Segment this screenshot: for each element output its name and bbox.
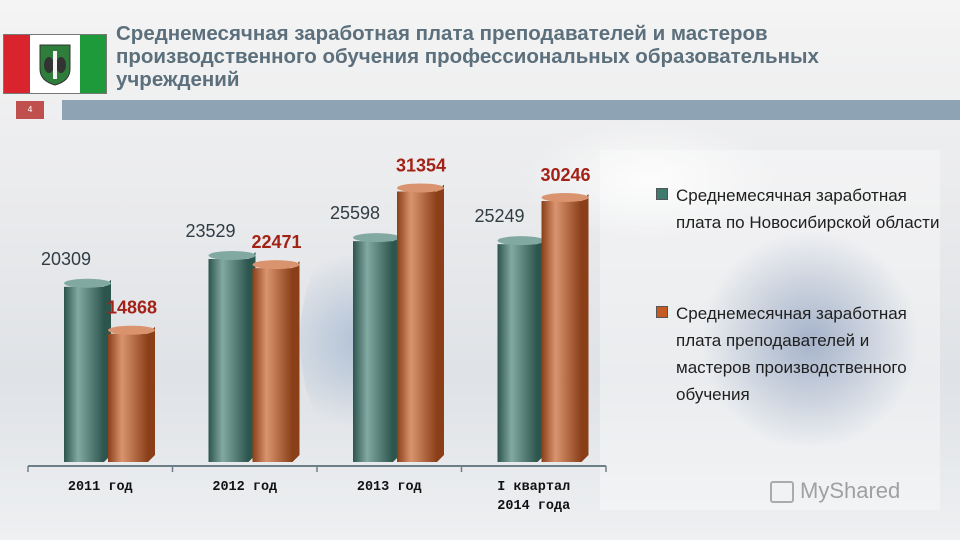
coat-of-arms-icon [39,44,71,86]
flag-green-stripe [80,35,106,93]
bar-s1-c1 [64,286,104,462]
bar-s2-c4 [541,201,582,462]
bar-top-s2-c2 [252,260,300,270]
bar-s2-c3 [397,191,437,462]
bar-s1-c2 [208,258,249,462]
legend-swatch-series-2 [656,306,668,318]
watermark: MyShared [770,478,900,504]
bar-s1-c4 [497,244,538,462]
slide-number-badge: 4 [16,101,44,119]
header-accent-bar [62,100,960,120]
data-label-s2-c2: 22471 [251,232,301,252]
x-axis-category-labels: 2011 год 2012 год 2013 год I квартал 2014 го… [68,480,570,514]
legend-item-series-2: Среднемесячная заработная плата преподав… [656,300,946,408]
category-label-4: I квартал 2014 года [497,480,570,514]
data-label-s2-c4: 30246 [540,165,590,185]
region-flag [3,34,107,94]
legend-item-series-1: Среднемесячная заработная плата по Новос… [656,182,946,236]
data-label-s2-c3: 31354 [396,155,446,175]
bar-top-s1-c2 [208,250,256,260]
x-axis-ticks [27,466,607,472]
category-label-2: 2012 год [212,480,277,495]
bar-top-s1-c3 [353,233,400,243]
bar-s1-c3 [353,241,393,462]
bar-s2-c2 [252,268,293,462]
watermark-text: MyShared [800,478,901,503]
bar-top-s1-c4 [497,236,545,246]
bar-top-s1-c1 [64,278,111,288]
bar-s2-c1 [108,333,148,462]
page-title: Среднемесячная заработная плата преподав… [116,22,819,91]
chart-bars [64,183,589,462]
background-figure-right [700,230,920,450]
chart-data-labels: 20309 14868 23529 22471 25598 31354 25249 30246 [41,155,591,317]
bar-top-s2-c3 [397,183,444,193]
data-label-s1-c1: 20309 [41,249,91,269]
bar-top-s2-c1 [108,325,155,335]
bar-side-s2-c4 [581,194,589,462]
bar-side-s2-c2 [292,261,300,462]
watermark-icon [770,481,794,504]
legend-label-series-1: Среднемесячная заработная плата по Новос… [676,186,940,232]
flag-red-stripe [4,35,30,93]
data-label-s1-c3: 25598 [330,203,380,223]
legend-label-series-2: Среднемесячная заработная плата преподав… [676,304,907,404]
bar-side-s2-c1 [148,326,155,462]
bar-side-s2-c3 [437,184,444,462]
category-label-1: 2011 год [68,480,133,495]
data-label-s2-c1: 14868 [107,298,157,318]
legend-swatch-series-1 [656,188,668,200]
data-label-s1-c4: 25249 [474,206,524,226]
data-label-s1-c2: 23529 [185,221,235,241]
chart-legend: Среднемесячная заработная плата по Новос… [656,182,946,472]
bar-top-s2-c4 [541,193,589,203]
category-label-3: 2013 год [357,480,422,495]
